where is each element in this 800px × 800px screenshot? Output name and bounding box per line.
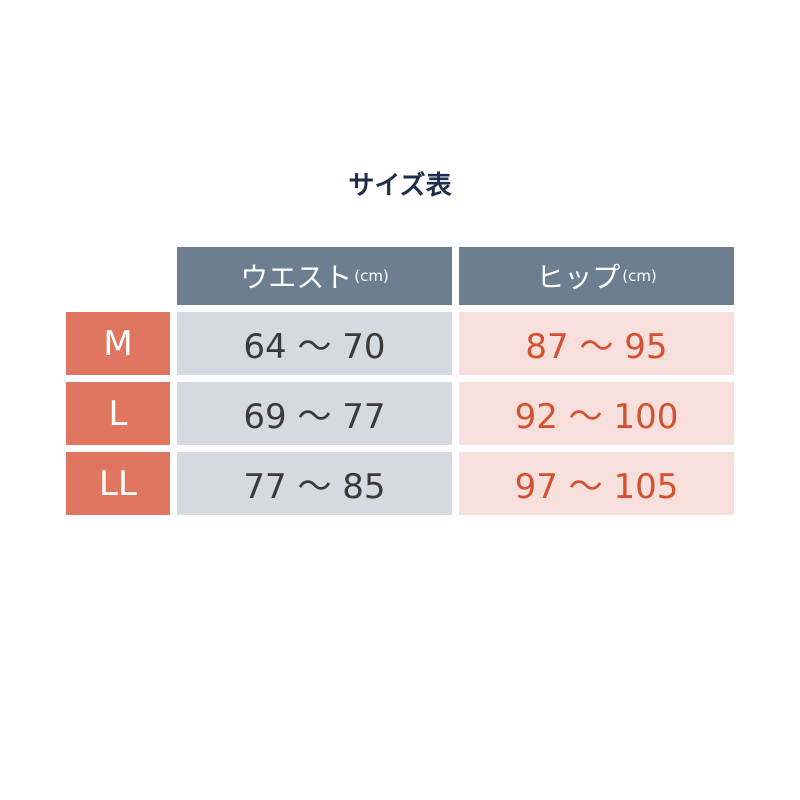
header-unit: (cm) bbox=[354, 267, 389, 285]
page-title: サイズ表 bbox=[348, 171, 452, 201]
hip-cell: 92 ～ 100 bbox=[459, 382, 734, 445]
header-unit: (cm) bbox=[622, 267, 657, 285]
header-label: ヒップ bbox=[536, 261, 621, 294]
header-label: ウエスト bbox=[240, 261, 353, 294]
hip-cell: 87 ～ 95 bbox=[459, 312, 734, 375]
hip-cell: 97 ～ 105 bbox=[459, 452, 734, 515]
header-waist: ウエスト (cm) bbox=[177, 247, 452, 305]
size-cell: L bbox=[66, 382, 170, 445]
size-cell: LL bbox=[66, 452, 170, 515]
waist-cell: 69 ～ 77 bbox=[177, 382, 452, 445]
waist-cell: 77 ～ 85 bbox=[177, 452, 452, 515]
header-hip: ヒップ (cm) bbox=[459, 247, 734, 305]
waist-cell: 64 ～ 70 bbox=[177, 312, 452, 375]
size-cell: M bbox=[66, 312, 170, 375]
